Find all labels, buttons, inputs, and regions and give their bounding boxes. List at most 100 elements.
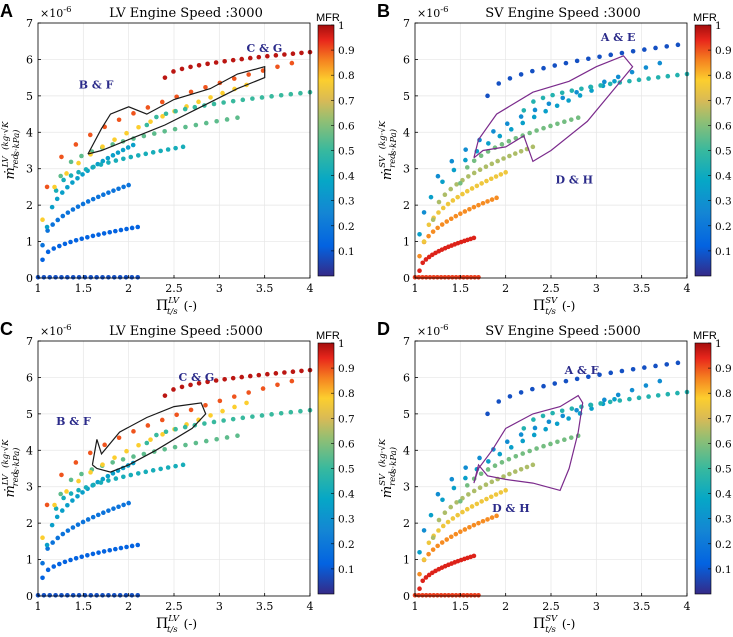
x-tick-label: 3: [216, 600, 223, 613]
scatter-point: [455, 194, 460, 200]
scatter-point: [70, 274, 76, 280]
colorbar-title: MFR: [316, 12, 340, 24]
scatter-point: [96, 550, 101, 555]
scatter-point: [430, 217, 436, 223]
scatter-point: [506, 138, 512, 144]
scatter-point: [85, 199, 91, 204]
scatter-point: [230, 57, 236, 63]
scatter-point: [65, 502, 70, 508]
scatter-point: [563, 60, 569, 66]
scatter-point: [442, 274, 448, 280]
scatter-point: [85, 517, 91, 522]
scatter-point: [435, 173, 441, 179]
colorbar-tick-label: 0.2: [338, 539, 355, 551]
scatter-point: [471, 522, 477, 528]
scatter-point: [53, 188, 59, 193]
scatter-point: [607, 81, 613, 87]
scatter-point: [95, 512, 101, 518]
scatter-point: [474, 501, 480, 507]
scatter-point: [646, 76, 651, 81]
scatter-point: [513, 454, 519, 459]
scatter-point: [112, 455, 117, 460]
scatter-point: [145, 423, 151, 428]
scatter-point: [110, 460, 115, 465]
scatter-point: [79, 236, 85, 242]
scatter-point: [530, 462, 536, 468]
x-tick-label: 2: [125, 282, 132, 295]
scatter-point: [79, 471, 84, 477]
scatter-point: [100, 158, 106, 164]
scatter-point: [428, 512, 434, 518]
scatter-point: [532, 425, 538, 431]
scatter-point: [59, 190, 65, 195]
scatter-point: [444, 219, 450, 224]
scatter-point: [469, 504, 475, 509]
panel-title: LV Engine Speed :3000: [109, 6, 263, 21]
scatter-point: [615, 392, 621, 398]
scatter-point: [59, 274, 64, 280]
scatter-point: [231, 394, 237, 399]
scatter-point: [174, 412, 179, 418]
scatter-point: [57, 561, 62, 567]
operating-loop: [87, 65, 266, 155]
panel-title: LV Engine Speed :5000: [109, 324, 263, 339]
scatter-point: [76, 169, 81, 175]
colorbar-tick-label: 0.4: [715, 171, 732, 183]
scatter-point: [44, 184, 50, 190]
scatter-point: [483, 164, 489, 170]
scatter-point: [240, 97, 246, 103]
scatter-point: [597, 372, 602, 378]
scatter-point: [162, 446, 167, 452]
scatter-point: [499, 142, 505, 147]
scatter-point: [421, 239, 427, 244]
scatter-point: [154, 114, 159, 120]
scatter-point: [150, 468, 156, 473]
scatter-point: [440, 205, 446, 211]
scatter-point: [298, 408, 303, 414]
scatter-point: [96, 232, 101, 237]
x-tick-label: 2.5: [165, 282, 183, 295]
scatter-point: [442, 510, 448, 516]
scatter-point: [60, 531, 66, 537]
scatter-point: [196, 380, 202, 386]
scatter-point: [70, 180, 75, 185]
scatter-point: [107, 547, 113, 553]
scatter-point: [503, 488, 508, 493]
scatter-point: [259, 413, 265, 418]
scatter-point: [162, 75, 168, 80]
scatter-point: [76, 274, 82, 280]
scatter-point: [65, 210, 71, 215]
scatter-point: [448, 504, 454, 510]
scatter-point: [106, 274, 111, 280]
scatter-point: [653, 363, 658, 369]
scatter-point: [173, 145, 178, 151]
scatter-point: [472, 592, 478, 598]
scatter-point: [574, 58, 580, 64]
scatter-point: [463, 465, 468, 470]
scatter-point: [589, 88, 594, 93]
scatter-point: [498, 172, 504, 177]
scatter-point: [162, 393, 168, 398]
scatter-point: [58, 491, 63, 497]
scatter-point: [469, 186, 475, 191]
scatter-point: [85, 552, 90, 558]
scatter-point: [70, 592, 76, 598]
scatter-point: [494, 513, 499, 519]
scatter-point: [466, 492, 471, 497]
scatter-point: [435, 592, 440, 598]
scatter-point: [531, 114, 537, 120]
scatter-point: [479, 181, 484, 186]
scatter-point: [471, 204, 477, 210]
scatter-point: [40, 535, 45, 541]
colorbar-tick-label: 0.4: [715, 489, 732, 501]
scatter-point: [211, 101, 217, 107]
scatter-point: [82, 592, 88, 598]
scatter-point: [629, 387, 635, 393]
scatter-point: [507, 394, 513, 399]
scatter-point: [214, 436, 219, 442]
scatter-point: [560, 95, 566, 101]
scatter-point: [50, 540, 55, 545]
scatter-point: [562, 119, 567, 124]
scatter-point: [484, 178, 489, 184]
